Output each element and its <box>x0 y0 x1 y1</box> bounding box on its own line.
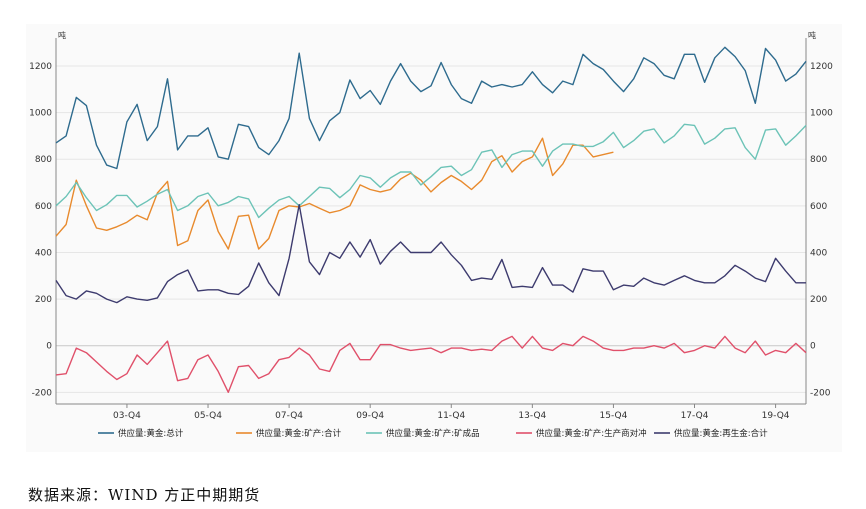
legend-item: 供应量:黄金:总计 <box>98 428 184 439</box>
series-line-5 <box>55 204 806 304</box>
right-y-tick-label: 800 <box>810 155 827 165</box>
x-tick-label: 15-Q4 <box>600 411 628 421</box>
right-y-tick-label: 1000 <box>810 109 833 119</box>
right-y-tick-labels: -200 0 200 400 600 800 1000 1200 <box>810 62 833 398</box>
x-tick-label: 09-Q4 <box>356 411 384 421</box>
left-y-tick-label: 800 <box>35 155 52 165</box>
series-line-3 <box>55 123 807 219</box>
grid-lines <box>56 65 806 393</box>
axes: 吨 吨 <box>55 30 816 405</box>
left-y-tick-label: 600 <box>35 202 52 212</box>
left-y-tick-label: -200 <box>32 388 53 398</box>
legend-item: 供应量:黄金:矿产:合计 <box>236 428 342 439</box>
left-y-tick-labels: -200 0 200 400 600 800 1000 1200 <box>29 62 52 398</box>
chart-frame: 吨 吨 -200 0 200 400 600 800 1000 1200 -200 0 200 40… <box>26 24 842 452</box>
series-line-1 <box>55 46 807 170</box>
left-y-tick-label: 0 <box>46 342 52 352</box>
right-axis-unit-label: 吨 <box>808 30 816 40</box>
series-line-2 <box>55 137 614 250</box>
legend-label: 供应量:黄金:矿产:生产商对冲 <box>536 428 647 439</box>
left-y-tick-label: 400 <box>35 248 52 258</box>
right-y-tick-label: 400 <box>810 248 827 258</box>
x-tick-label: 05-Q4 <box>194 411 222 421</box>
legend-item: 供应量:黄金:矿产:生产商对冲 <box>516 428 647 439</box>
left-y-tick-label: 200 <box>35 295 52 305</box>
x-tick-label: 03-Q4 <box>113 411 141 421</box>
x-tick-label: 19-Q4 <box>762 411 790 421</box>
left-axis-unit-label: 吨 <box>58 30 66 40</box>
legend-label: 供应量:黄金:总计 <box>118 428 184 439</box>
x-tick-label: 11-Q4 <box>437 411 465 421</box>
right-y-tick-label: -200 <box>810 388 831 398</box>
legend-item: 供应量:黄金:矿产:矿成品 <box>366 428 480 439</box>
x-tick-labels: 03-Q4 05-Q4 07-Q4 09-Q4 11-Q4 13-Q4 15-Q4 17-Q4… <box>113 404 790 421</box>
x-tick-label: 13-Q4 <box>518 411 546 421</box>
right-y-tick-label: 1200 <box>810 62 833 72</box>
x-tick-label: 17-Q4 <box>681 411 709 421</box>
left-y-tick-label: 1000 <box>29 109 52 119</box>
left-y-tick-label: 1200 <box>29 62 52 72</box>
legend-label: 供应量:黄金:再生金:合计 <box>674 428 768 439</box>
source-note: 数据来源：WIND 方正中期期货 <box>28 486 261 504</box>
right-y-tick-label: 600 <box>810 202 827 212</box>
legend: 供应量:黄金:总计 供应量:黄金:矿产:合计 供应量:黄金:矿产:矿成品 供应量:黄金… <box>98 428 768 439</box>
series-line-4 <box>55 335 807 393</box>
series-lines <box>55 46 807 393</box>
right-y-tick-label: 200 <box>810 295 827 305</box>
gold-supply-line-chart: 吨 吨 -200 0 200 400 600 800 1000 1200 -200 0 200 40… <box>29 30 833 439</box>
right-y-tick-label: 0 <box>810 342 816 352</box>
legend-label: 供应量:黄金:矿产:合计 <box>256 428 342 439</box>
legend-item: 供应量:黄金:再生金:合计 <box>654 428 768 439</box>
legend-label: 供应量:黄金:矿产:矿成品 <box>386 428 480 439</box>
x-tick-label: 07-Q4 <box>275 411 303 421</box>
